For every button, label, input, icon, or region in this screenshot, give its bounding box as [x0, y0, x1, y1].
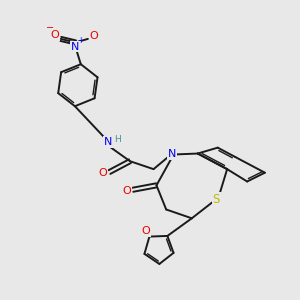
Text: N: N: [71, 42, 80, 52]
Text: +: +: [78, 36, 84, 45]
Text: N: N: [104, 137, 112, 147]
Text: O: O: [50, 30, 59, 40]
Text: S: S: [213, 193, 220, 206]
Text: O: O: [142, 226, 150, 236]
Text: −: −: [46, 23, 55, 33]
Text: O: O: [89, 31, 98, 41]
Text: N: N: [168, 149, 176, 159]
Text: O: O: [122, 186, 131, 196]
Text: H: H: [115, 135, 121, 144]
Text: O: O: [98, 168, 107, 178]
